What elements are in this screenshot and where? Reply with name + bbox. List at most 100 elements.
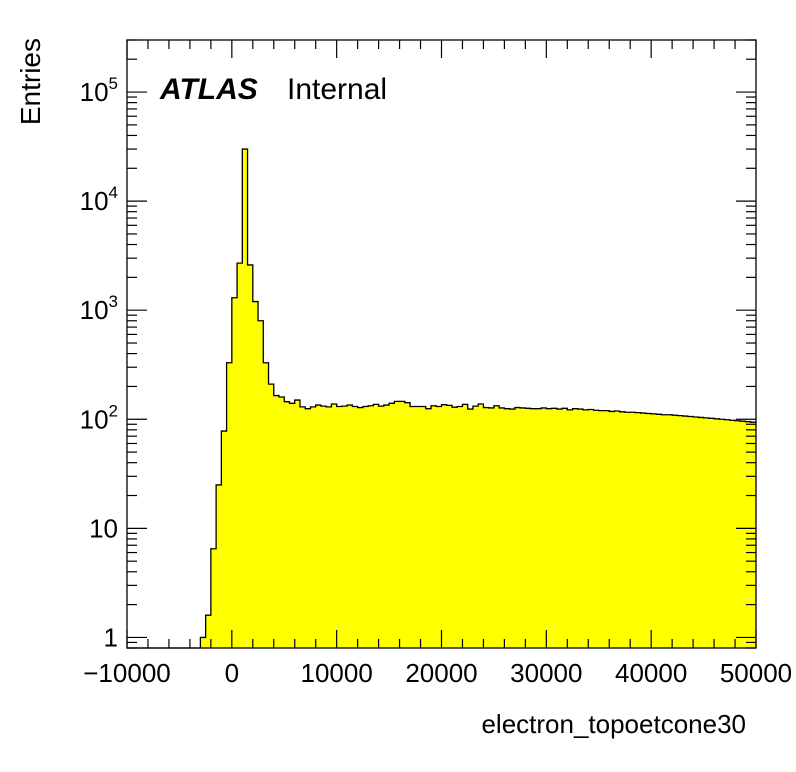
- histogram-bin: [394, 401, 400, 648]
- histogram-bin: [210, 548, 217, 648]
- histogram-bin: [598, 410, 605, 648]
- histogram-bin: [326, 406, 332, 648]
- histogram-bin: [504, 408, 511, 648]
- histogram-bin: [268, 384, 275, 648]
- histogram-bin: [457, 406, 463, 648]
- histogram-bin: [446, 405, 453, 648]
- histogram-bin: [719, 419, 725, 648]
- histogram-bin: [378, 406, 385, 648]
- histogram-bin: [750, 422, 757, 648]
- x-tick-label: 20000: [405, 658, 477, 688]
- histogram-bin: [651, 413, 657, 648]
- histogram-bin: [315, 405, 322, 648]
- x-tick-label: −10000: [83, 658, 170, 688]
- histogram-bin: [488, 407, 495, 648]
- histogram-bin: [499, 407, 505, 648]
- histogram-bin: [258, 320, 264, 648]
- histogram-bin: [404, 402, 411, 648]
- histogram-bin: [352, 406, 359, 648]
- histogram-bin: [714, 418, 720, 648]
- internal-label: Internal: [287, 73, 387, 106]
- histogram-bin: [305, 408, 311, 648]
- histogram-bin: [614, 411, 621, 648]
- y-tick-labels: 1 10 102 103 104 105: [80, 74, 118, 652]
- histogram-bin: [687, 416, 694, 648]
- histogram-bin: [221, 431, 227, 648]
- histogram-bin: [205, 615, 212, 648]
- histogram-bin: [263, 362, 269, 648]
- histogram-bin: [577, 409, 584, 648]
- histogram-bin: [640, 413, 647, 648]
- histogram-bin: [425, 408, 432, 648]
- y-tick-label: 104: [80, 183, 118, 216]
- histogram-bin: [708, 418, 715, 648]
- y-axis-label: Entries: [15, 38, 46, 125]
- y-tick-label: 105: [80, 74, 118, 107]
- histogram-bin: [420, 406, 427, 648]
- y-axis-ticks: [127, 39, 756, 649]
- histogram-bin: [520, 407, 526, 648]
- histogram-bin: [294, 400, 301, 648]
- histogram-bin: [216, 484, 222, 648]
- histogram-outline: [127, 148, 756, 649]
- histogram-bin: [483, 407, 490, 648]
- histogram-bin: [525, 408, 532, 648]
- x-tick-label: 10000: [301, 658, 373, 688]
- histogram-bin: [556, 409, 563, 648]
- histogram-bin: [462, 404, 469, 648]
- histogram-bin: [583, 409, 589, 648]
- histogram-bin: [347, 405, 353, 648]
- histogram-bin: [478, 404, 484, 648]
- histogram-bin: [357, 407, 364, 648]
- histogram-bin: [410, 406, 416, 648]
- histogram-bin: [383, 405, 390, 648]
- histogram-bin: [693, 416, 699, 648]
- histogram-bin: [603, 410, 610, 648]
- histogram-bin: [745, 421, 752, 648]
- histogram-bin: [509, 409, 516, 648]
- histogram-bin: [389, 403, 395, 648]
- histogram-bin: [703, 417, 710, 648]
- histogram-bin: [677, 415, 684, 648]
- histogram-bin: [735, 420, 741, 648]
- histogram-bin: [451, 407, 458, 648]
- histogram-bin: [299, 406, 306, 648]
- histogram-bin: [436, 406, 442, 648]
- y-tick-label: 102: [80, 401, 118, 434]
- x-tick-label: 50000: [720, 658, 792, 688]
- histogram-bin: [624, 412, 631, 648]
- histogram-bin: [284, 401, 290, 648]
- histogram-bin: [231, 297, 238, 648]
- histogram-bin: [252, 301, 259, 648]
- histogram-bin: [289, 403, 296, 648]
- histogram-bin: [399, 401, 406, 648]
- histogram-bin: [661, 414, 668, 648]
- histogram-bin: [279, 397, 285, 648]
- histogram-bin: [656, 414, 663, 648]
- histogram-bin: [310, 406, 317, 648]
- histogram-bin: [551, 408, 558, 648]
- histogram-bin: [541, 407, 547, 648]
- histogram-bin: [368, 405, 374, 648]
- histogram-bars: [200, 149, 757, 648]
- atlas-label: ATLAS: [159, 73, 258, 106]
- histogram-bin: [729, 420, 736, 648]
- histogram-bin: [493, 405, 500, 648]
- x-tick-label: 30000: [510, 658, 582, 688]
- histogram-bin: [698, 417, 704, 648]
- x-axis-label: electron_topoetcone30: [481, 709, 746, 739]
- histogram-bin: [242, 149, 248, 648]
- histogram-bin: [619, 411, 626, 648]
- y-tick-label: 1: [104, 622, 118, 652]
- histogram-bin: [630, 412, 636, 648]
- x-tick-label: 40000: [615, 658, 687, 688]
- histogram-bin: [341, 406, 348, 648]
- histogram-bin: [535, 408, 542, 648]
- histogram-bin: [672, 415, 678, 648]
- histogram-bin: [273, 395, 280, 648]
- histogram-bin: [724, 419, 731, 648]
- histogram-bin: [226, 362, 233, 648]
- histogram-bin: [247, 264, 254, 648]
- histogram-bin: [645, 413, 652, 648]
